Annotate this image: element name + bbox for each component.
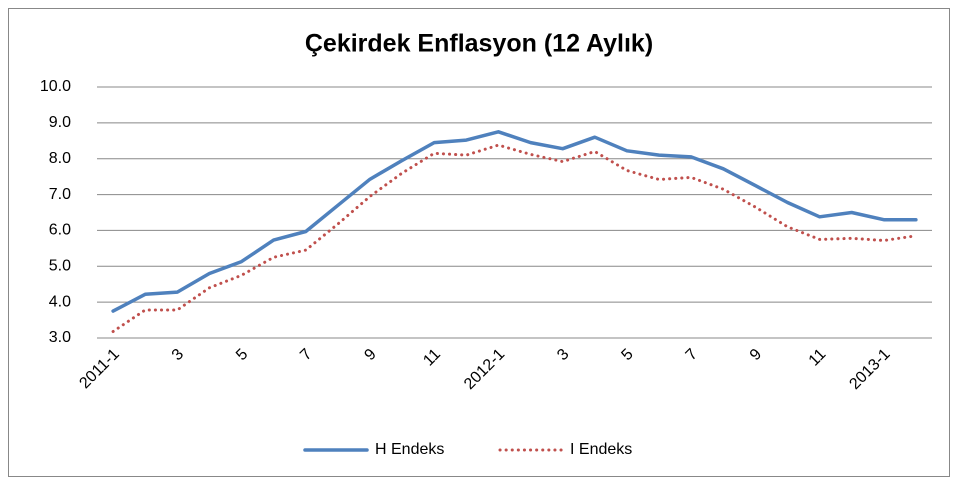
- y-tick-label: 4.0: [49, 293, 71, 310]
- chart-title: Çekirdek Enflasyon (12 Aylık): [305, 30, 653, 58]
- y-tick-label: 9.0: [49, 114, 71, 131]
- y-tick-label: 3.0: [49, 329, 71, 346]
- y-tick-label: 5.0: [49, 258, 71, 275]
- y-tick-label: 10.0: [40, 78, 71, 95]
- series-line: [111, 130, 918, 313]
- y-tick-label: 8.0: [49, 150, 71, 167]
- legend-label: H Endeks: [375, 441, 444, 458]
- legend-label: I Endeks: [570, 441, 632, 458]
- y-tick-label: 6.0: [49, 222, 71, 239]
- series-line: [111, 143, 918, 333]
- chart-border: [8, 8, 950, 477]
- y-tick-label: 7.0: [49, 186, 71, 203]
